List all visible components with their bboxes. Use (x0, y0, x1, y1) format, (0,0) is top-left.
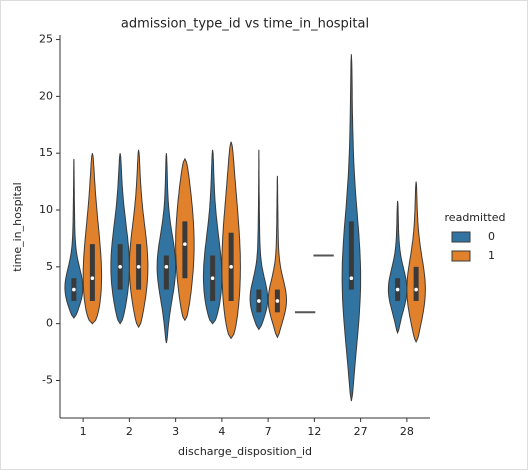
violin-median (136, 265, 141, 269)
y-tick-label: 0 (46, 317, 53, 330)
legend-swatch (451, 250, 471, 262)
violin-median (229, 265, 233, 269)
violin-median (72, 287, 76, 292)
violin-median (210, 276, 215, 281)
x-tick-label: 2 (126, 425, 133, 438)
y-axis-label: time_in_hospital (11, 182, 24, 271)
violin-body (406, 181, 426, 344)
violin-median (257, 299, 261, 303)
violin-median (118, 265, 122, 269)
violin-median (349, 276, 354, 281)
x-axis-label: discharge_disposition_id (178, 445, 312, 458)
violin-body (156, 153, 177, 344)
y-tick-label: 10 (39, 203, 53, 216)
x-tick-label: 1 (80, 425, 87, 438)
chart-title: admission_type_id vs time_in_hospital (121, 17, 369, 32)
x-tick-label: 12 (307, 425, 321, 438)
y-tick-label: 15 (39, 146, 53, 159)
legend-label: 0 (488, 230, 495, 243)
y-tick-label: 20 (39, 89, 53, 102)
violin-median (414, 287, 418, 292)
violin-body (249, 149, 269, 331)
legend-swatch (451, 231, 471, 243)
violin-body (267, 175, 288, 339)
y-tick-label: -5 (42, 373, 53, 386)
y-tick-label: 25 (39, 33, 53, 46)
violin-body (82, 153, 103, 325)
y-tick-label: 5 (46, 260, 53, 273)
x-tick-label: 28 (400, 425, 414, 438)
x-tick-label: 7 (265, 425, 272, 438)
x-tick-label: 3 (172, 425, 179, 438)
violin-median (90, 276, 95, 281)
violin-median (395, 287, 400, 292)
legend-label: 1 (488, 249, 495, 262)
legend-title: readmitted (445, 211, 506, 224)
x-tick-label: 4 (218, 425, 225, 438)
violin-median (275, 299, 280, 303)
violin-median (183, 242, 187, 246)
violin-body (128, 149, 149, 329)
violin-body (64, 158, 84, 319)
violin-median (164, 265, 169, 269)
x-tick-label: 27 (354, 425, 368, 438)
